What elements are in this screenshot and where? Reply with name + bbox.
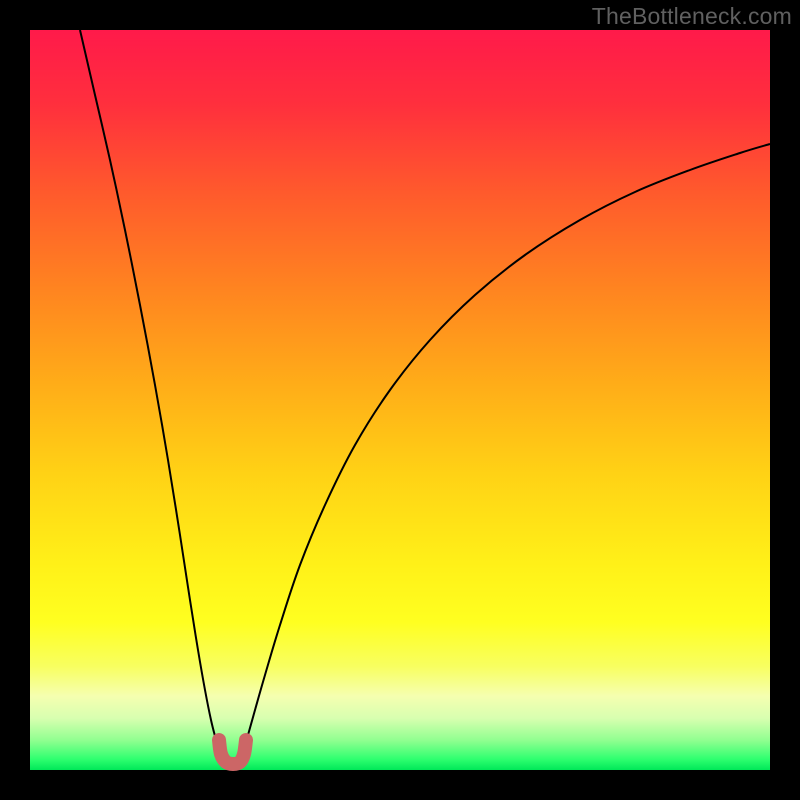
chart-canvas: TheBottleneck.com: [0, 0, 800, 800]
watermark-text: TheBottleneck.com: [592, 3, 792, 30]
plot-area-gradient: [30, 30, 770, 770]
bottleneck-curve-chart: [0, 0, 800, 800]
